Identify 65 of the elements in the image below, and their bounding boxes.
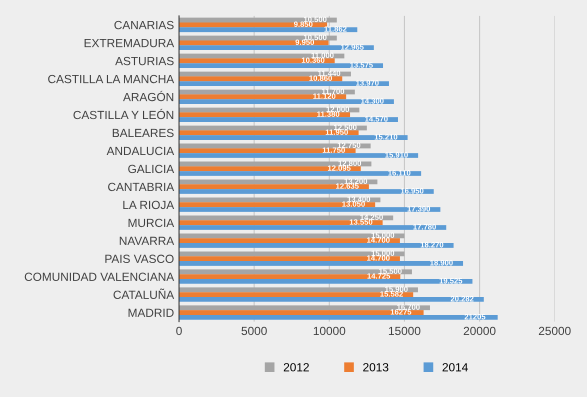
bar: [179, 148, 356, 154]
bar: [179, 162, 372, 166]
bar: [179, 274, 400, 280]
y-tick-label: CASTILLA Y LEÓN: [73, 108, 174, 120]
y-tick-label: CANARIAS: [114, 20, 174, 30]
y-tick-label: CATALUÑA: [114, 288, 174, 299]
x-tick-label: 15000: [388, 326, 420, 336]
bar: [179, 40, 329, 46]
y-tick-label: NAVARRA: [120, 236, 174, 245]
bar: [179, 72, 351, 76]
bar: [179, 243, 454, 248]
y-tick-label: LA RIOJA: [123, 200, 174, 210]
bar: [179, 81, 389, 86]
bar: [179, 144, 371, 148]
bar: [179, 45, 374, 50]
x-tick-label: 20000: [464, 326, 496, 336]
bar: [179, 256, 400, 262]
bar: [179, 207, 440, 212]
legend-label: 2012: [284, 363, 309, 372]
y-tick-label: MURCIA: [128, 218, 174, 228]
bar: [179, 279, 472, 284]
bar: [179, 90, 355, 94]
legend-label: 2013: [363, 363, 388, 372]
bar: [179, 126, 367, 130]
bar: [179, 314, 498, 320]
bar: [179, 108, 360, 112]
bar: [179, 36, 337, 40]
x-tick-label: 25000: [538, 326, 571, 336]
bar: [179, 197, 380, 202]
x-tick-label: 5000: [242, 326, 267, 336]
y-tick-label: PAIS VASCO: [105, 254, 174, 264]
bar: [179, 220, 383, 226]
bar: [179, 225, 446, 230]
bar: [179, 99, 394, 104]
x-tick-label: 0: [176, 326, 182, 336]
bar: [179, 18, 337, 22]
y-tick-label: COMUNIDAD VALENCIANA: [24, 272, 174, 282]
bar: [179, 310, 424, 315]
bar: [179, 54, 344, 58]
y-tick-label: CASTILLA LA MANCHA: [48, 74, 174, 84]
bar: [179, 215, 394, 220]
y-tick-label: ASTURIAS: [115, 56, 174, 66]
bar: [179, 153, 418, 158]
x-tick-label: 10000: [314, 326, 346, 336]
bar: [179, 189, 434, 194]
bar: [179, 238, 400, 244]
bar: [179, 296, 484, 302]
bar: [179, 180, 378, 184]
bar: [179, 171, 422, 176]
bar: [179, 292, 414, 297]
y-tick-label: ARAGÓN: [123, 90, 174, 102]
y-tick-label: EXTREMADURA: [84, 39, 174, 48]
bar: [179, 63, 384, 68]
bar: [179, 117, 398, 122]
y-tick-label: BALEARES: [112, 128, 174, 138]
bar: [179, 261, 464, 266]
legend-label: 2014: [442, 363, 468, 372]
bar: [179, 233, 404, 238]
bar: [179, 135, 408, 140]
y-tick-label: MADRID: [128, 308, 174, 317]
bar: [179, 305, 430, 310]
y-tick-label: CANTABRIA: [108, 182, 174, 192]
y-tick-label: ANDALUCIA: [106, 146, 174, 156]
y-tick-label: GALICIA: [128, 164, 174, 174]
bar: [179, 22, 328, 28]
